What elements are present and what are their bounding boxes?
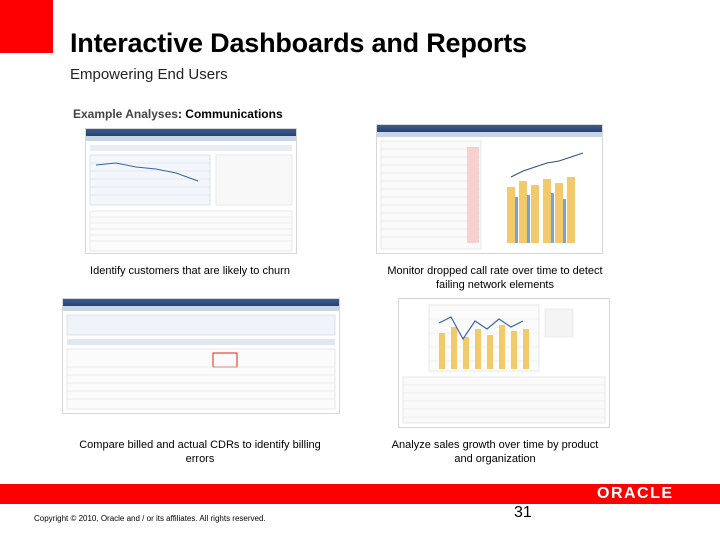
dropped-call-content [380, 140, 584, 250]
page-number: 31 [514, 504, 532, 521]
oracle-logo: ORACLE [597, 485, 674, 502]
app-header-bar [86, 129, 296, 136]
section-heading: Example Analyses: Communications [73, 107, 283, 121]
app-tab-strip [86, 136, 296, 141]
slide-title: Interactive Dashboards and Reports [70, 28, 527, 58]
caption-billing: Compare billed and actual CDRs to identi… [79, 439, 321, 465]
copyright-notice: Copyright © 2010, Oracle and / or its af… [34, 514, 266, 523]
billing-content [66, 314, 336, 410]
sales-growth-content [402, 304, 606, 424]
app-tab-strip [377, 132, 602, 137]
section-value: Communications [185, 107, 283, 121]
screenshot-dropped-call-dashboard [376, 124, 603, 254]
caption-churn: Identify customers that are likely to ch… [90, 265, 290, 277]
caption-dropped-call: Monitor dropped call rate over time to d… [387, 265, 603, 291]
screenshot-sales-growth [398, 298, 610, 428]
slide-subtitle: Empowering End Users [70, 66, 228, 83]
app-header-bar [63, 299, 339, 306]
section-separator: : [177, 107, 182, 121]
screenshot-billing-dashboard [62, 298, 340, 414]
app-header-bar [377, 125, 602, 132]
section-label: Example Analyses [73, 107, 178, 121]
caption-sales-growth: Analyze sales growth over time by produc… [391, 439, 599, 465]
screenshot-churn-dashboard [85, 128, 297, 254]
accent-block [0, 0, 53, 53]
footer-bar [0, 484, 720, 504]
churn-dashboard-content [89, 145, 293, 252]
app-tab-strip [63, 306, 339, 311]
